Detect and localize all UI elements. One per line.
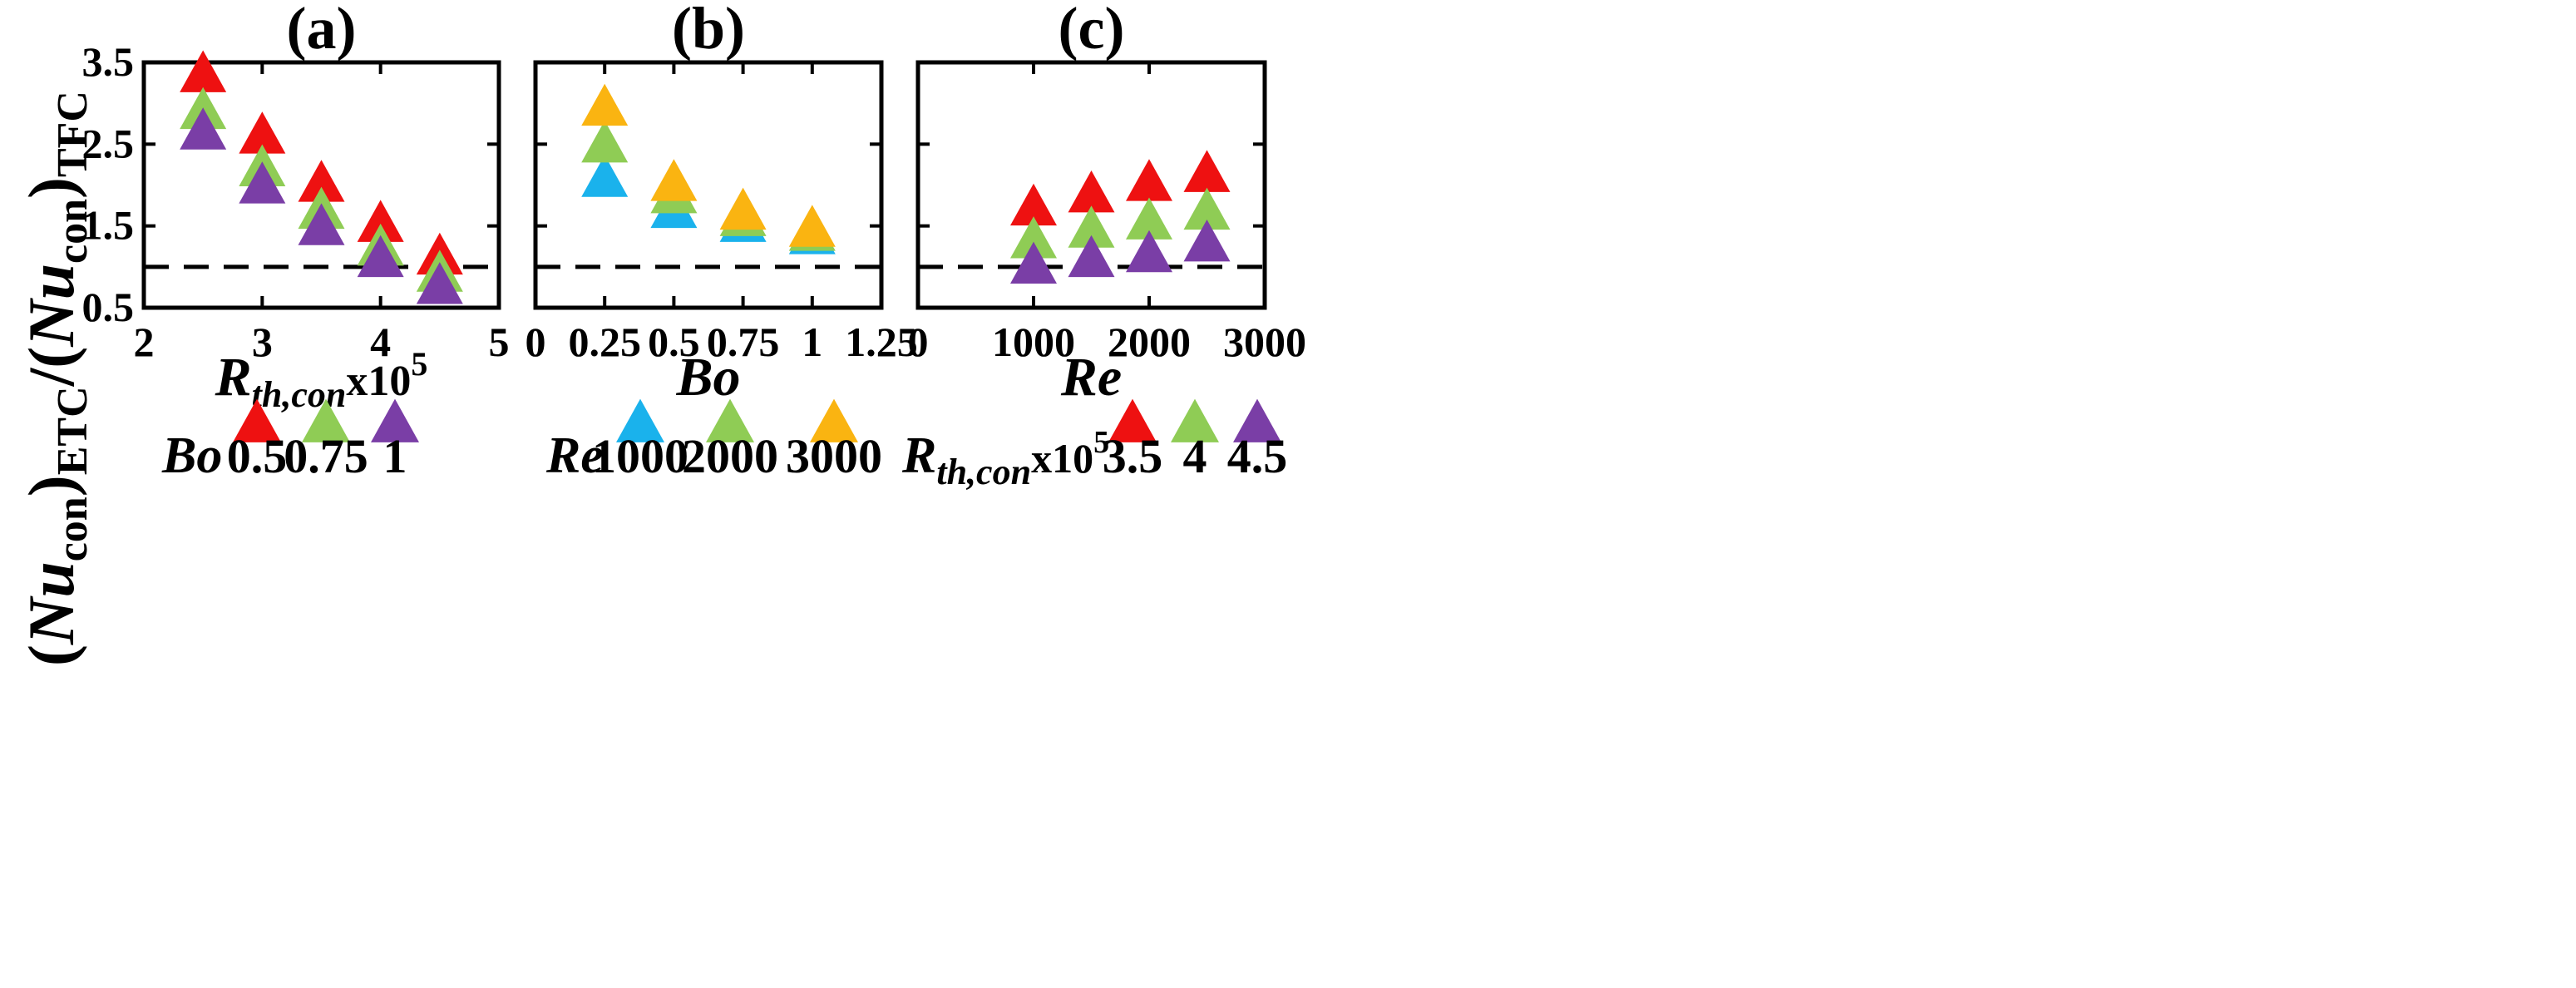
data-point-4 <box>1126 197 1172 240</box>
y-tick-label: 2.5 <box>82 120 135 166</box>
data-point-3000 <box>719 187 767 230</box>
svg-text:(Nucon)ETC/(Nucon)TFC: (Nucon)ETC/(Nucon)TFC <box>15 91 96 666</box>
data-point-3000 <box>650 159 698 201</box>
y-axis-label: (Nucon)ETC/(Nucon)TFC <box>15 91 96 666</box>
panel-title: (b) <box>672 0 745 62</box>
legend-label: 2000 <box>682 429 778 483</box>
plot-frame <box>141 60 501 310</box>
y-tick-label: 1.5 <box>82 202 135 249</box>
data-point-0_5 <box>239 111 286 154</box>
x-tick-label: 0 <box>908 319 929 365</box>
legend-marker <box>1171 398 1219 442</box>
data-point-4_5 <box>1068 235 1115 278</box>
data-point-2000 <box>581 121 629 163</box>
legend-label: 3.5 <box>1103 429 1163 483</box>
y-label-tfc-sub: TFC <box>49 91 96 177</box>
y-label-con-sub: con <box>49 496 96 561</box>
plot-frame <box>533 60 884 310</box>
legend-label: 4.5 <box>1227 429 1288 483</box>
x-tick-label: 3000 <box>1223 319 1306 365</box>
legend-label: 1 <box>383 429 407 483</box>
y-label-nu2: Nu <box>15 264 87 348</box>
legend-marker <box>371 398 419 442</box>
x-tick-label: 1000 <box>992 319 1075 365</box>
data-point-3000 <box>581 83 629 126</box>
data-point-0_5 <box>180 50 227 92</box>
x-tick-label: 3 <box>252 319 273 365</box>
legend-marker <box>233 398 281 442</box>
data-point-4 <box>1183 187 1231 230</box>
data-point-4_5 <box>1010 241 1057 284</box>
x-axis-label: Rth,conx105 <box>215 345 428 415</box>
legend-label: 3000 <box>786 429 882 483</box>
x-axis-label: Bo <box>675 347 740 408</box>
legend-marker <box>810 398 858 442</box>
panel-title: (a) <box>287 0 357 62</box>
panel-title: (c) <box>1059 0 1125 62</box>
data-point-3_5 <box>1126 159 1172 201</box>
y-tick-label: 0.5 <box>82 284 135 330</box>
y-label-close: ) <box>15 177 87 199</box>
data-point-1 <box>180 107 227 150</box>
x-tick-label: 1 <box>802 319 822 365</box>
data-point-1 <box>357 235 404 278</box>
y-label-open: ( <box>15 645 87 666</box>
data-point-0_5 <box>357 200 404 242</box>
x-tick-label: 0.5 <box>648 319 700 365</box>
data-point-1 <box>239 161 286 204</box>
data-point-3_5 <box>1068 170 1115 213</box>
legend-label: 0.5 <box>227 429 288 483</box>
data-point-1 <box>416 262 463 304</box>
x-tick-label: 2000 <box>1108 319 1191 365</box>
data-point-0_5 <box>298 160 345 202</box>
x-axis-label: Re <box>1060 347 1122 408</box>
legend-label: 1000 <box>592 429 688 483</box>
legend-marker <box>1108 398 1157 442</box>
y-label-nu: Nu <box>15 561 87 645</box>
data-point-3_5 <box>1183 150 1231 192</box>
data-point-4_5 <box>1183 220 1231 262</box>
y-label-mid: ) <box>15 475 87 496</box>
x-tick-label: 0 <box>526 319 546 365</box>
data-point-4 <box>1068 205 1115 248</box>
data-point-3000 <box>788 205 836 247</box>
y-label-etc-sub: ETC <box>49 386 96 475</box>
legend-title: Bo <box>161 427 222 484</box>
y-label-slash: /( <box>15 347 87 388</box>
legend-marker <box>1233 398 1281 442</box>
data-point-4 <box>1010 216 1057 259</box>
legend-marker <box>616 398 664 442</box>
legend-marker <box>302 398 350 442</box>
x-tick-label: 4 <box>370 319 391 365</box>
plot-frame <box>915 60 1267 310</box>
x-tick-label: 0.25 <box>568 319 641 365</box>
legend-title: Re <box>545 427 604 484</box>
data-point-1 <box>298 203 345 245</box>
legend-label: 4 <box>1183 429 1207 483</box>
legend-label: 0.75 <box>284 429 368 483</box>
legend: Bo 0.50.75 1 <box>161 398 419 484</box>
x-tick-label: 1.25 <box>845 319 918 365</box>
x-tick-label: 0.75 <box>707 319 780 365</box>
data-point-1000 <box>581 155 629 197</box>
legend-marker <box>706 398 754 442</box>
y-tick-label: 3.5 <box>82 38 135 85</box>
x-tick-label: 5 <box>489 319 510 365</box>
y-label-con-sub2: con <box>49 199 96 264</box>
legend-title: Rth,conx105 <box>901 425 1109 492</box>
data-point-4_5 <box>1126 230 1172 273</box>
x-tick-label: 2 <box>134 319 155 365</box>
data-point-3_5 <box>1010 183 1057 226</box>
